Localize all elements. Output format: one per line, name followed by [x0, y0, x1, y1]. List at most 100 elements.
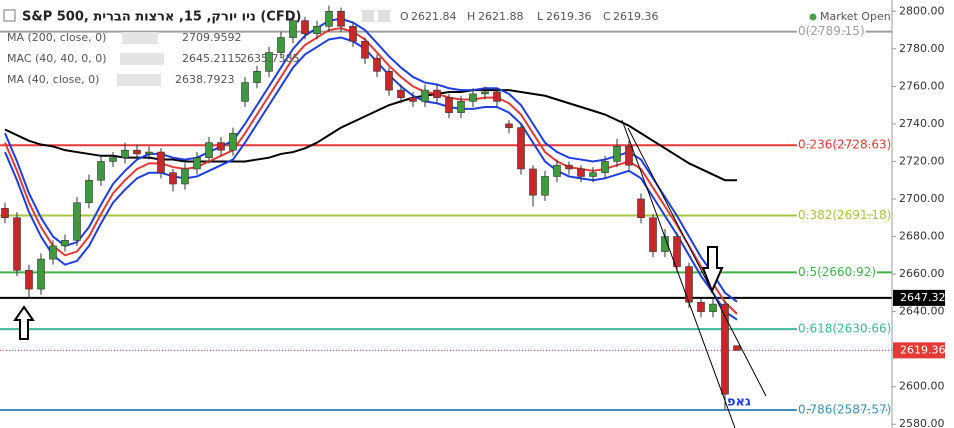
candle-body — [673, 236, 681, 267]
candle-body — [181, 168, 189, 185]
candle-body — [481, 91, 489, 95]
candle-body — [373, 57, 381, 72]
candle-body — [433, 89, 441, 98]
trend-channel-line — [627, 127, 767, 397]
candle-body — [277, 37, 285, 53]
y-tick-label: 2580.00 — [899, 417, 945, 428]
price-tag — [893, 342, 945, 359]
fib-level-label: 0.5(2660.92) — [798, 265, 876, 279]
ohlc-label: H — [467, 10, 475, 23]
candle-body — [625, 146, 633, 166]
candle-body — [721, 303, 729, 395]
candle-body — [733, 345, 741, 351]
candle-body — [457, 101, 465, 113]
collapse-icon[interactable] — [3, 9, 16, 22]
candle-body — [541, 176, 549, 196]
fib-level-label: 0.382(2691.18) — [798, 208, 891, 222]
indicator-controls[interactable] — [122, 32, 158, 44]
candle-body — [421, 89, 429, 102]
indicator-line — [4, 27, 738, 315]
indicator-value: 2645.2115 — [182, 52, 242, 65]
ohlc-label: O — [400, 10, 409, 23]
candle-body — [241, 82, 249, 102]
candle-body — [229, 132, 237, 151]
candle-body — [301, 20, 309, 35]
ohlc-value: 2621.88 — [478, 10, 524, 23]
candle-body — [469, 93, 477, 102]
candle-body — [37, 258, 45, 290]
candle-body — [25, 270, 33, 290]
y-tick-label: 2720.00 — [899, 154, 945, 167]
candle-body — [157, 151, 165, 174]
y-tick-label: 2600.00 — [899, 380, 945, 393]
candle-body — [121, 149, 129, 158]
price-tag-label: 2647.32 — [900, 291, 946, 304]
candle-body — [397, 89, 405, 98]
candle-body — [205, 142, 213, 158]
fib-level-label: 0(2789.15) — [798, 24, 865, 38]
candle-body — [553, 164, 561, 177]
candle-body — [97, 161, 105, 181]
indicator-value: 2638.7923 — [175, 73, 235, 86]
candle-body — [565, 164, 573, 170]
candle-body — [85, 179, 93, 204]
candle-body — [589, 172, 597, 177]
eye-icon[interactable] — [362, 10, 374, 22]
status-dot — [809, 13, 817, 21]
ohlc-label: L — [537, 10, 544, 23]
indicator-name: MA (200, close, 0) — [7, 31, 106, 44]
candle-body — [493, 91, 501, 102]
candle-body — [325, 10, 333, 27]
candle-body — [1, 208, 9, 219]
candle-body — [253, 71, 261, 83]
candle-body — [133, 149, 141, 155]
plot-area: 2580.002600.002620.002640.002660.002680.… — [0, 4, 945, 428]
ohlc-label: C — [603, 10, 611, 23]
candle-body — [505, 123, 513, 128]
indicator-name: MA (40, close, 0) — [7, 73, 99, 86]
symbol-title: S&P 500, ניו יורק, 15, ארצות הברית (CFD) — [22, 10, 301, 25]
candle-body — [289, 20, 297, 38]
candle-body — [517, 127, 525, 170]
y-tick-label: 2680.00 — [899, 230, 945, 243]
candle-body — [49, 245, 57, 260]
fib-level-label: 0.786(2587.57) — [798, 403, 891, 417]
candle-body — [349, 25, 357, 42]
indicator-controls[interactable] — [117, 74, 161, 86]
y-tick-label: 2700.00 — [899, 192, 945, 205]
fib-level-label: 0.236(2728.63) — [798, 138, 891, 152]
candle-body — [445, 97, 453, 113]
candle-body — [337, 10, 345, 27]
candle-body — [529, 168, 537, 196]
candle-body — [313, 25, 321, 35]
indicator-value: 2709.9592 — [182, 31, 242, 44]
trend-channel-line — [621, 119, 736, 428]
price-tag-label: 2619.36 — [900, 343, 946, 356]
ohlc-value: 2619.36 — [613, 10, 659, 23]
candle-body — [385, 71, 393, 91]
annotation: גאפ — [727, 395, 751, 410]
candle-body — [145, 151, 153, 155]
y-tick-label: 2660.00 — [899, 267, 945, 280]
candle-body — [109, 157, 117, 162]
indicator-line — [4, 36, 738, 321]
candle-body — [709, 303, 717, 312]
candle-body — [637, 198, 645, 219]
y-tick-label: 2740.00 — [899, 117, 945, 130]
down-arrow — [701, 246, 724, 294]
candle-body — [13, 217, 21, 271]
settings-icon[interactable] — [378, 10, 390, 22]
candle-body — [409, 97, 417, 102]
candle-body — [193, 157, 201, 170]
y-tick-label: 2800.00 — [899, 4, 945, 17]
indicator-controls[interactable] — [120, 53, 164, 65]
candle-body — [601, 161, 609, 174]
ohlc-value: 2621.84 — [411, 10, 457, 23]
candle-body — [697, 301, 705, 312]
y-tick-label: 2640.00 — [899, 305, 945, 318]
candle-body — [613, 146, 621, 162]
candle-body — [217, 142, 225, 151]
y-tick-label: 2760.00 — [899, 79, 945, 92]
indicator-value: 2635.7385 — [240, 52, 300, 65]
